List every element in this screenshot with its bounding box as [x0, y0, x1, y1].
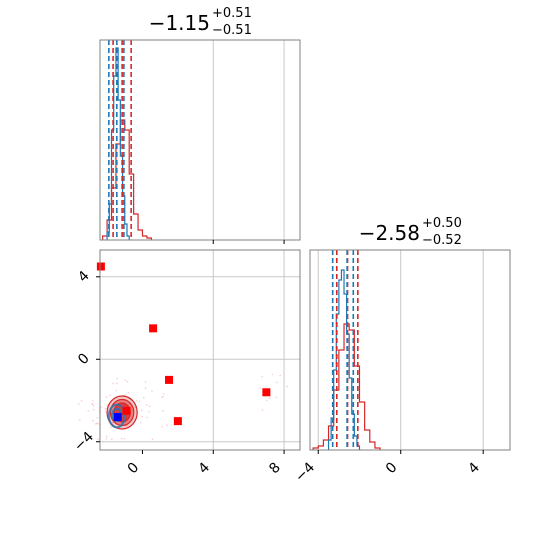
joint-sample-point	[162, 410, 164, 412]
joint-sample-point	[166, 424, 168, 427]
joint-sample-point	[96, 416, 99, 419]
joint-sample-point	[104, 407, 107, 410]
joint-sample-point	[141, 415, 144, 418]
joint-red-marker	[149, 324, 158, 333]
joint-sample-point	[144, 387, 147, 390]
hist-1-frame	[99, 39, 301, 241]
joint-blue-contour	[107, 403, 126, 429]
joint-sample-point	[142, 396, 145, 399]
joint-red-marker	[122, 406, 131, 415]
joint-sample-point	[265, 399, 268, 402]
joint-sample-point	[138, 400, 141, 403]
joint-sample-point	[275, 381, 278, 384]
joint-sample-point	[78, 418, 81, 421]
hist-1-title: −1.15 +0.51 −0.51	[149, 6, 252, 38]
joint-sample-point	[139, 421, 142, 424]
joint-red-marker	[262, 388, 271, 397]
hist-1-title-upper: +0.51	[212, 6, 252, 21]
joint-frame	[99, 249, 301, 451]
joint-x-tick-label: 4	[195, 459, 213, 477]
joint-sample-point	[261, 375, 264, 378]
joint-y-tick-label: 0	[75, 350, 93, 368]
joint-sample-point	[162, 395, 165, 398]
joint-sample-point	[127, 392, 130, 394]
joint-sample-point	[259, 387, 262, 390]
joint-sample-point	[105, 396, 108, 399]
hist-2-title-lower: −0.52	[422, 233, 462, 248]
hist-2-title: −2.58 +0.50 −0.52	[359, 216, 462, 248]
hist-1-red-series	[102, 119, 152, 240]
joint-sample-point	[286, 385, 289, 388]
joint-red-marker	[96, 262, 105, 271]
hist-1-title-lower: −0.51	[212, 23, 252, 38]
joint-sample-point	[109, 394, 112, 397]
joint-y-tick-label: −4	[71, 429, 97, 455]
joint-red-marker	[173, 417, 182, 426]
joint-sample-point	[112, 382, 115, 385]
joint-sample-point	[271, 373, 274, 376]
joint-sample-point	[105, 435, 108, 438]
joint-sample-point	[162, 392, 165, 395]
joint-sample-point	[124, 379, 127, 382]
hist-2-title-value: −2.58	[359, 221, 420, 245]
joint-sample-point	[115, 382, 118, 385]
joint-x-tick-label: 8	[266, 460, 284, 478]
joint-sample-point	[150, 390, 153, 393]
joint-sample-point	[145, 404, 148, 406]
joint-sample-point	[78, 402, 80, 405]
joint-sample-point	[105, 437, 108, 440]
joint-sample-point	[110, 438, 113, 440]
hist-2-x-tick-label: 0	[383, 460, 401, 478]
joint-sample-point	[109, 426, 112, 429]
joint-sample-point	[105, 411, 107, 413]
joint-sample-point	[97, 438, 100, 441]
joint-sample-point	[87, 410, 90, 412]
joint-sample-point	[151, 438, 154, 441]
joint-sample-point	[161, 425, 163, 428]
joint-sample-point	[279, 374, 282, 377]
joint-sample-point	[124, 394, 127, 396]
joint-sample-point	[148, 405, 151, 408]
hist-2-x-tick-label: −4	[292, 459, 318, 485]
joint-sample-point	[111, 421, 114, 424]
hist-2-title-upper: +0.50	[422, 216, 462, 231]
joint-red-marker	[165, 375, 174, 384]
joint-sample-point	[126, 380, 129, 383]
joint-sample-point	[140, 409, 143, 412]
joint-sample-point	[275, 396, 278, 399]
joint-blue-marker	[113, 413, 122, 422]
joint-sample-point	[268, 397, 271, 399]
hist-1-blue-series	[106, 47, 130, 240]
joint-sample-point	[120, 437, 123, 440]
joint-sample-point	[92, 419, 94, 422]
hist-2-blue-series	[327, 269, 361, 450]
joint-sample-point	[261, 409, 264, 411]
joint-y-tick-label: 4	[75, 268, 93, 286]
joint-sample-point	[123, 438, 126, 440]
joint-sample-point	[160, 396, 163, 399]
hist-1-title-value: −1.15	[149, 11, 210, 35]
joint-sample-point	[148, 410, 150, 413]
joint-sample-point	[135, 399, 138, 402]
joint-sample-point	[92, 405, 95, 407]
joint-sample-point	[91, 403, 94, 405]
joint-sample-point	[106, 404, 109, 407]
hist-2-x-tick-label: 4	[465, 459, 483, 477]
joint-x-tick-label: 0	[125, 460, 143, 478]
joint-sample-point	[115, 389, 118, 392]
joint-sample-point	[80, 399, 83, 402]
hist-2-frame	[309, 249, 511, 451]
joint-sample-point	[91, 399, 94, 402]
joint-sample-point	[144, 381, 147, 383]
joint-sample-point	[96, 422, 99, 425]
joint-sample-point	[92, 408, 95, 411]
joint-sample-point	[145, 416, 148, 419]
joint-sample-point	[116, 377, 119, 380]
joint-sample-point	[94, 423, 97, 425]
